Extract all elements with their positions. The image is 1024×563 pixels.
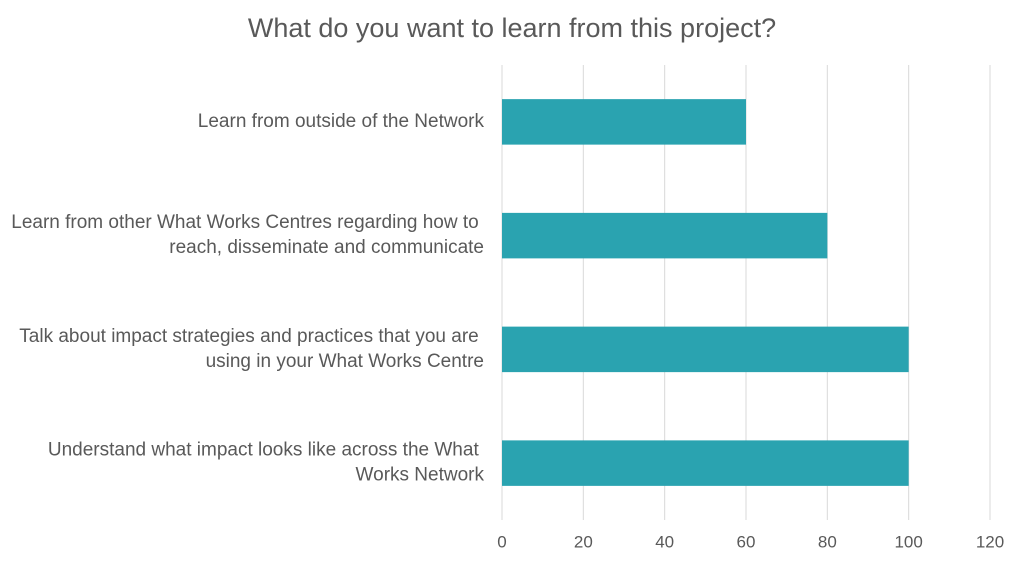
bar bbox=[502, 212, 828, 259]
y-tick-label: Learn from outside of the Network bbox=[198, 111, 485, 132]
x-tick-label: 60 bbox=[737, 532, 756, 551]
x-tick-label: 120 bbox=[976, 532, 1004, 551]
bar bbox=[502, 440, 909, 486]
bar bbox=[502, 326, 909, 373]
x-tick-label: 40 bbox=[655, 532, 674, 551]
x-tick-label: 20 bbox=[574, 532, 593, 551]
x-tick-label: 80 bbox=[818, 532, 837, 551]
x-tick-label: 100 bbox=[894, 532, 922, 551]
bar bbox=[502, 99, 746, 145]
x-tick-label: 0 bbox=[497, 532, 506, 551]
y-tick-label: Talk about impact strategies and practic… bbox=[19, 326, 484, 372]
y-tick-label: Understand what impact looks like across… bbox=[48, 440, 485, 486]
chart-title: What do you want to learn from this proj… bbox=[248, 13, 776, 43]
y-tick-label: Learn from other What Works Centres rega… bbox=[11, 212, 484, 258]
